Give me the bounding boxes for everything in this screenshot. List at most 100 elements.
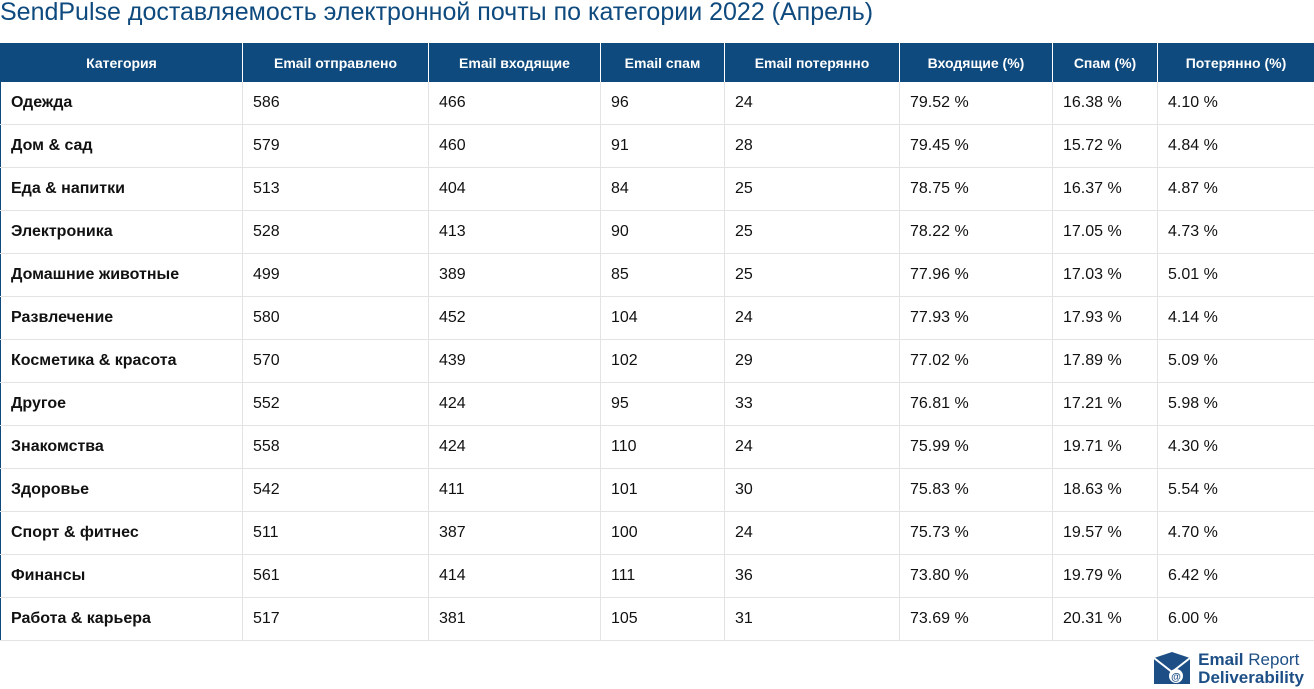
logo-icon: @ [1153, 652, 1191, 684]
value-cell: 466 [428, 82, 601, 125]
value-cell: 387 [428, 511, 601, 555]
value-cell: 77.02 % [899, 339, 1053, 383]
value-cell: 79.45 % [899, 124, 1053, 168]
value-cell: 5.98 % [1157, 382, 1314, 426]
logo-word: Report [1248, 650, 1300, 669]
value-cell: 31 [724, 597, 900, 641]
value-cell: 528 [242, 210, 429, 254]
value-cell: 78.75 % [899, 167, 1053, 211]
value-cell: 90 [600, 210, 725, 254]
value-cell: 517 [242, 597, 429, 641]
value-cell: 75.73 % [899, 511, 1053, 555]
value-cell: 29 [724, 339, 900, 383]
value-cell: 104 [600, 296, 725, 340]
category-cell: Еда & напитки [0, 167, 243, 211]
value-cell: 4.14 % [1157, 296, 1314, 340]
value-cell: 110 [600, 425, 725, 469]
value-cell: 5.54 % [1157, 468, 1314, 512]
category-cell: Электроника [0, 210, 243, 254]
value-cell: 6.00 % [1157, 597, 1314, 641]
value-cell: 101 [600, 468, 725, 512]
table-row: Финансы 561 414 111 36 73.80 % 19.79 % 6.42 % [0, 554, 1314, 598]
value-cell: 4.70 % [1157, 511, 1314, 555]
table-row: Здоровье 542 411 101 30 75.83 % 18.63 % 5.54 % [0, 468, 1314, 512]
category-cell: Работа & карьера [0, 597, 243, 641]
table-row: Еда & напитки 513 404 84 25 78.75 % 16.37 % 4.8… [0, 167, 1314, 211]
page-title: SendPulse доставляемость электронной поч… [0, 0, 874, 26]
value-cell: 24 [724, 82, 900, 125]
table-row: Знакомства 558 424 110 24 75.99 % 19.71 % 4.30 … [0, 425, 1314, 469]
value-cell: 460 [428, 124, 601, 168]
value-cell: 79.52 % [899, 82, 1053, 125]
value-cell: 499 [242, 253, 429, 297]
value-cell: 15.72 % [1052, 124, 1158, 168]
value-cell: 105 [600, 597, 725, 641]
logo-word: Email [1198, 650, 1244, 669]
column-header: Email отправлено [242, 43, 429, 82]
table-row: Косметика & красота 570 439 102 29 77.02 % 17.… [0, 339, 1314, 383]
category-cell: Дом & сад [0, 124, 243, 168]
value-cell: 19.79 % [1052, 554, 1158, 598]
table-row: Дом & сад 579 460 91 28 79.45 % 15.72 % 4.84 % [0, 124, 1314, 168]
value-cell: 102 [600, 339, 725, 383]
value-cell: 20.31 % [1052, 597, 1158, 641]
table-row: Спорт & фитнес 511 387 100 24 75.73 % 19.57 % 4… [0, 511, 1314, 555]
value-cell: 4.73 % [1157, 210, 1314, 254]
value-cell: 33 [724, 382, 900, 426]
value-cell: 4.87 % [1157, 167, 1314, 211]
value-cell: 17.03 % [1052, 253, 1158, 297]
value-cell: 558 [242, 425, 429, 469]
value-cell: 95 [600, 382, 725, 426]
logo-text: Email Report Deliverability [1198, 651, 1304, 687]
value-cell: 24 [724, 296, 900, 340]
category-cell: Одежда [0, 82, 243, 125]
value-cell: 16.38 % [1052, 82, 1158, 125]
value-cell: 73.69 % [899, 597, 1053, 641]
value-cell: 24 [724, 511, 900, 555]
logo-line-1: Email Report [1198, 651, 1304, 669]
value-cell: 76.81 % [899, 382, 1053, 426]
column-header: Email входящие [428, 43, 601, 82]
value-cell: 73.80 % [899, 554, 1053, 598]
value-cell: 36 [724, 554, 900, 598]
table-row: Работа & карьера 517 381 105 31 73.69 % 20.31 … [0, 597, 1314, 641]
value-cell: 24 [724, 425, 900, 469]
value-cell: 77.93 % [899, 296, 1053, 340]
value-cell: 16.37 % [1052, 167, 1158, 211]
value-cell: 75.83 % [899, 468, 1053, 512]
category-cell: Здоровье [0, 468, 243, 512]
table-row: Другое 552 424 95 33 76.81 % 17.21 % 5.98 % [0, 382, 1314, 426]
column-header: Категория [0, 43, 243, 82]
value-cell: 424 [428, 425, 601, 469]
value-cell: 96 [600, 82, 725, 125]
value-cell: 25 [724, 253, 900, 297]
value-cell: 17.89 % [1052, 339, 1158, 383]
logo: @ Email Report Deliverability [1152, 650, 1304, 688]
value-cell: 580 [242, 296, 429, 340]
value-cell: 17.93 % [1052, 296, 1158, 340]
category-cell: Знакомства [0, 425, 243, 469]
value-cell: 413 [428, 210, 601, 254]
value-cell: 17.05 % [1052, 210, 1158, 254]
value-cell: 91 [600, 124, 725, 168]
value-cell: 84 [600, 167, 725, 211]
value-cell: 19.71 % [1052, 425, 1158, 469]
value-cell: 439 [428, 339, 601, 383]
value-cell: 85 [600, 253, 725, 297]
value-cell: 579 [242, 124, 429, 168]
table-body: Одежда 586 466 96 24 79.52 % 16.38 % 4.10 % Дом … [0, 82, 1314, 641]
table-row: Одежда 586 466 96 24 79.52 % 16.38 % 4.10 % [0, 82, 1314, 125]
value-cell: 4.30 % [1157, 425, 1314, 469]
logo-line-2: Deliverability [1198, 668, 1304, 687]
value-cell: 6.42 % [1157, 554, 1314, 598]
table-row: Электроника 528 413 90 25 78.22 % 17.05 % 4.73 … [0, 210, 1314, 254]
category-cell: Домашние животные [0, 253, 243, 297]
value-cell: 111 [600, 554, 725, 598]
value-cell: 25 [724, 210, 900, 254]
column-header: Входящие (%) [899, 43, 1053, 82]
value-cell: 4.84 % [1157, 124, 1314, 168]
value-cell: 511 [242, 511, 429, 555]
column-header: Email спам [600, 43, 725, 82]
